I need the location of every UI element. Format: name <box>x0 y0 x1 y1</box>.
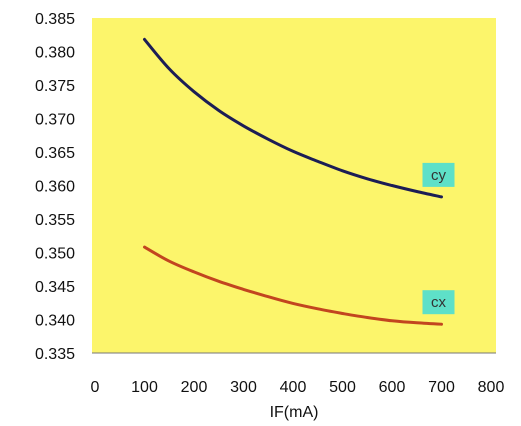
series-layer: cy cx <box>143 37 455 326</box>
y-tick-label: 0.380 <box>35 45 75 62</box>
y-tick-label: 0.360 <box>35 179 75 196</box>
y-tick-label: 0.375 <box>35 78 75 95</box>
y-tick-label: 0.335 <box>35 346 75 363</box>
x-tick-label: 200 <box>181 379 208 396</box>
y-tick-label: 0.355 <box>35 212 75 229</box>
x-tick-labels: 0 100 200 300 400 500 600 700 800 <box>91 379 505 396</box>
y-tick-label: 0.365 <box>35 145 75 162</box>
x-axis-label: IF(mA) <box>270 404 319 421</box>
y-tick-label: 0.370 <box>35 112 75 129</box>
series-tag-cy: cy <box>431 167 447 184</box>
series-tag-box-cx <box>422 290 455 315</box>
y-tick-label: 0.340 <box>35 313 75 330</box>
x-tick-label: 0 <box>91 379 100 396</box>
x-tick-label: 400 <box>280 379 307 396</box>
series-line-cy <box>143 37 443 199</box>
x-tick-label: 800 <box>478 379 505 396</box>
y-tick-labels: 0.335 0.340 0.345 0.350 0.355 0.360 0.365 0.370… <box>35 11 75 363</box>
series-tag-cx: cx <box>431 294 447 311</box>
y-tick-label: 0.385 <box>35 11 75 28</box>
x-tick-label: 600 <box>379 379 406 396</box>
x-tick-label: 700 <box>428 379 455 396</box>
y-tick-label: 0.345 <box>35 279 75 296</box>
x-tick-label: 300 <box>230 379 257 396</box>
series-line-cx <box>143 245 443 326</box>
y-tick-label: 0.350 <box>35 246 75 263</box>
series-tag-box-cy <box>422 162 455 187</box>
x-tick-label: 500 <box>329 379 356 396</box>
x-tick-label: 100 <box>131 379 158 396</box>
